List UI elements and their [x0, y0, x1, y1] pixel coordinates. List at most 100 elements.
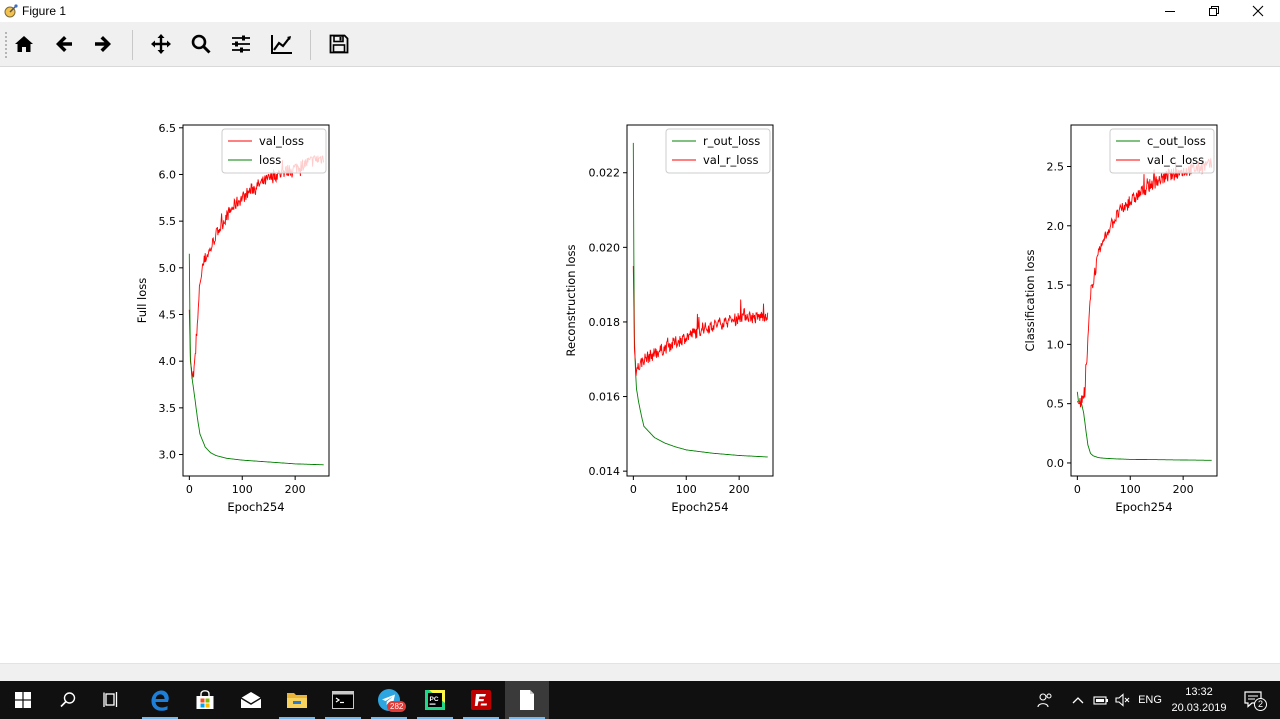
subplots-button[interactable]	[226, 29, 256, 59]
people-icon	[1037, 693, 1052, 708]
line-chart-icon	[271, 35, 292, 54]
mail-icon	[240, 692, 262, 708]
axes-frame	[1070, 124, 1218, 477]
forward-button[interactable]	[88, 29, 118, 59]
y-tick-label: 4.5	[159, 309, 177, 322]
x-tick-label: 200	[729, 483, 750, 496]
minimize-button[interactable]	[1148, 0, 1192, 22]
search-icon	[60, 692, 76, 708]
folder-icon	[287, 693, 307, 708]
console-icon	[332, 691, 354, 709]
save-button[interactable]	[324, 29, 354, 59]
y-tick-label: 3.5	[159, 402, 177, 415]
action-center-button[interactable]: 2	[1236, 681, 1272, 719]
windows-logo-icon	[15, 692, 31, 708]
legend-label-loss: loss	[259, 153, 281, 167]
clock-time: 13:32	[1185, 686, 1213, 698]
y-tick-label: 5.5	[159, 215, 177, 228]
app-active-indicator	[371, 717, 407, 719]
legend-label-c_out_loss: c_out_loss	[1147, 134, 1206, 148]
app-active-indicator	[142, 717, 178, 719]
mail-app[interactable]	[229, 681, 273, 719]
windows-taskbar: 282 PC	[0, 681, 1280, 719]
legend-label-val_loss: val_loss	[259, 134, 304, 148]
close-button[interactable]	[1236, 0, 1280, 22]
home-icon	[15, 36, 33, 52]
axes-frame	[182, 124, 330, 477]
y-tick-label: 0.0	[1047, 457, 1065, 470]
pan-button[interactable]	[146, 29, 176, 59]
floppy-disk-icon	[329, 34, 349, 54]
legend-label-r_out_loss: r_out_loss	[703, 134, 760, 148]
pycharm-app[interactable]: PC	[413, 681, 457, 719]
window-title: Figure 1	[22, 4, 67, 18]
x-axis-label: Epoch254	[1115, 500, 1172, 514]
app-active-indicator	[325, 717, 361, 719]
y-tick-label: 5.0	[159, 262, 177, 275]
start-button[interactable]	[0, 681, 46, 719]
y-tick-label: 6.0	[159, 168, 177, 181]
y-tick-label: 2.0	[1047, 220, 1065, 233]
status-bar	[0, 663, 1280, 681]
edit-axes-button[interactable]	[267, 29, 297, 59]
search-button[interactable]	[46, 681, 90, 719]
app-active-indicator	[417, 717, 453, 719]
y-tick-label: 4.0	[159, 355, 177, 368]
volume-button[interactable]	[1114, 681, 1132, 719]
toolbar-grip[interactable]	[5, 32, 7, 58]
home-button[interactable]	[9, 29, 39, 59]
app-active-indicator	[509, 717, 545, 719]
legend: c_out_loss val_c_loss	[1109, 128, 1215, 174]
figure-canvas[interactable]: 0 100 200 3.0 3.5 4.0 4.5 5.0 5.5 6.0 6.5 Epoch254 F…	[0, 67, 1280, 663]
subplot-1: 0 100 200 3.0 3.5 4.0 4.5 5.0 5.5 6.0 6.5 Epoch254 F…	[135, 122, 330, 514]
zoom-button[interactable]	[186, 29, 216, 59]
restore-button[interactable]	[1192, 0, 1236, 22]
series-line-loss	[188, 253, 324, 466]
battery-indicator[interactable]	[1092, 681, 1110, 719]
x-tick-label: 100	[676, 483, 697, 496]
filezilla-icon	[471, 690, 491, 710]
terminal-app[interactable]	[321, 681, 365, 719]
y-axis-label: Classification loss	[1023, 250, 1037, 352]
x-tick-label: 100	[232, 483, 253, 496]
telegram-app[interactable]: 282	[367, 681, 411, 719]
task-view-button[interactable]	[90, 681, 134, 719]
store-bag-icon	[196, 690, 214, 709]
clock[interactable]: 13:32 20.03.2019	[1166, 684, 1232, 716]
chevron-up-icon	[1072, 697, 1084, 704]
back-button[interactable]	[49, 29, 79, 59]
legend-box	[1109, 128, 1215, 174]
y-tick-label: 2.5	[1047, 161, 1065, 174]
people-button[interactable]	[1034, 681, 1056, 719]
magnifier-icon	[191, 34, 211, 54]
close-icon	[1252, 5, 1264, 17]
show-hidden-icons-button[interactable]	[1070, 681, 1086, 719]
explorer-app[interactable]	[275, 681, 319, 719]
filezilla-app[interactable]	[459, 681, 503, 719]
language-indicator[interactable]: ENG	[1138, 694, 1162, 706]
x-axis-label: Epoch254	[671, 500, 728, 514]
notification-count: 2	[1254, 698, 1267, 711]
y-tick-label: 0.016	[589, 391, 621, 404]
series-line-c_out_loss	[1076, 391, 1212, 461]
x-tick-label: 0	[630, 483, 637, 496]
edge-app[interactable]	[138, 681, 182, 719]
matplotlib-figure-icon	[4, 4, 18, 18]
navigation-toolbar	[0, 22, 1280, 67]
clock-date: 20.03.2019	[1171, 702, 1227, 714]
arrow-left-icon	[56, 36, 72, 52]
arrow-right-icon	[95, 36, 111, 52]
minimize-icon	[1165, 11, 1175, 12]
legend-label-val_r_loss: val_r_loss	[703, 153, 759, 167]
series-line-r_out_loss	[632, 142, 768, 458]
edge-browser-icon	[151, 690, 169, 711]
series-line-val_c_loss	[1076, 158, 1213, 408]
notifications-icon	[1244, 691, 1262, 708]
pycharm-icon: PC	[425, 690, 445, 710]
x-tick-label: 200	[285, 483, 306, 496]
store-app[interactable]	[183, 681, 227, 719]
y-tick-label: 0.022	[589, 167, 621, 180]
y-axis-label: Full loss	[135, 278, 149, 324]
figure-app[interactable]	[505, 681, 549, 719]
volume-muted-icon	[1115, 693, 1130, 707]
